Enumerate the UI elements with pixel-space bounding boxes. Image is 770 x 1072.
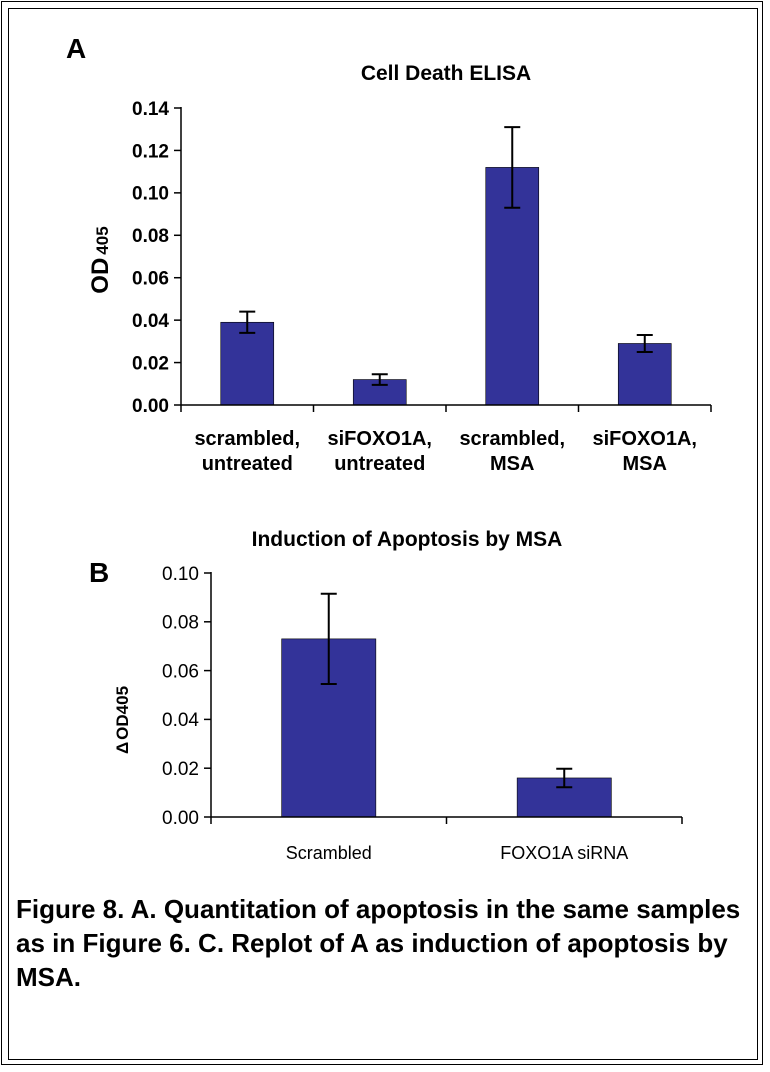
chart-a-ylabel-main: OD xyxy=(87,258,114,294)
chart-b-ylabel: Δ OD405 xyxy=(113,686,132,754)
a-category-label: siFOXO1A, MSA xyxy=(593,428,697,475)
b-ytick-label: 0.10 xyxy=(162,564,199,585)
b-ytick-label: 0.00 xyxy=(162,808,199,829)
a-bar xyxy=(220,321,275,406)
b-category-label: FOXO1A siRNA xyxy=(500,843,628,863)
a-ytick-label: 0.10 xyxy=(132,184,169,205)
a-category-label: scrambled, MSA xyxy=(459,428,565,475)
a-category-label: scrambled, untreated xyxy=(194,428,300,475)
svg-text:ΔOD405: Δ OD405 xyxy=(113,686,132,754)
chart-a-panel-label: A xyxy=(66,33,86,64)
a-category-label: siFOXO1A, untreated xyxy=(328,428,432,475)
chart-a-ylabel: OD 405 xyxy=(87,226,114,293)
a-ytick-label: 0.06 xyxy=(132,269,169,290)
chart-a: A Cell Death ELISA OD 405 0.00 0.02 0.04 0.0… xyxy=(66,33,712,475)
a-ytick-label: 0.02 xyxy=(132,353,169,374)
chart-b-title: Induction of Apoptosis by MSA xyxy=(252,528,563,551)
b-category-label: Scrambled xyxy=(286,843,372,863)
figure-caption: Figure 8. A. Quantitation of apoptosis i… xyxy=(16,894,741,992)
chart-b: Induction of Apoptosis by MSA B Δ OD405 0… xyxy=(89,528,683,863)
chart-a-title: Cell Death ELISA xyxy=(361,62,531,85)
a-ytick-label: 0.08 xyxy=(132,226,169,247)
b-ytick-label: 0.04 xyxy=(162,710,199,731)
a-ytick-label: 0.04 xyxy=(132,311,169,332)
inner-frame xyxy=(8,8,758,1060)
b-ytick-label: 0.06 xyxy=(162,661,199,682)
a-bar xyxy=(617,343,672,406)
a-ytick-label: 0.00 xyxy=(132,396,169,417)
a-ytick-label: 0.14 xyxy=(132,99,169,120)
svg-text:OD405: OD 405 xyxy=(87,226,114,293)
chart-b-ylabel-main: OD405 xyxy=(113,686,132,740)
a-ytick-label: 0.12 xyxy=(132,141,169,162)
chart-b-ylabel-prefix: Δ xyxy=(113,742,132,754)
b-ytick-label: 0.08 xyxy=(162,613,199,634)
chart-b-panel-label: B xyxy=(89,557,109,588)
b-ytick-label: 0.02 xyxy=(162,759,199,780)
chart-a-ylabel-sub: 405 xyxy=(93,226,112,254)
